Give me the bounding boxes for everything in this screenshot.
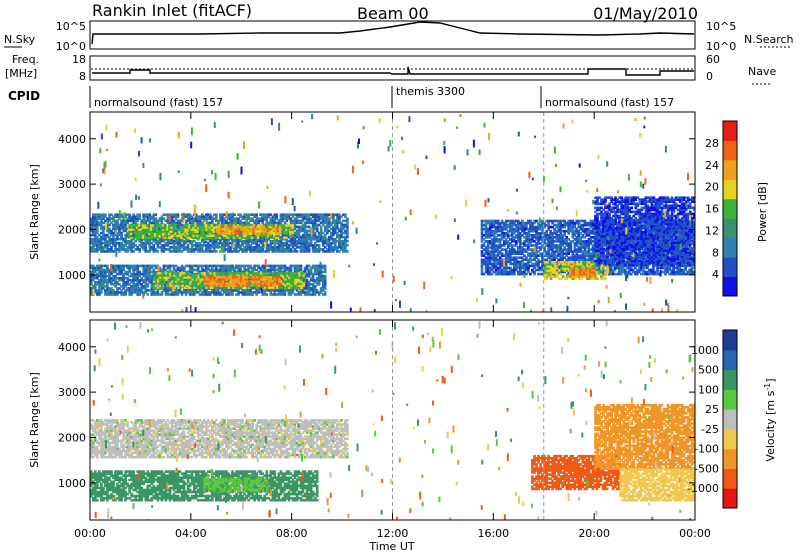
power-cell [346, 250, 349, 253]
power-cell [246, 276, 249, 279]
power-cell [344, 213, 347, 216]
noise-right-tick-top: 10^5 [706, 20, 736, 33]
freq-label-line2: [MHz] [5, 67, 37, 80]
power-cell [280, 272, 283, 275]
power-cell [318, 244, 321, 247]
noise-right-tick-bottom: 10^0 [706, 40, 736, 53]
freq-label-line1: Freq. [12, 53, 39, 66]
power-cell [346, 217, 349, 220]
power-cell [324, 265, 327, 268]
power-cell [296, 250, 299, 253]
power-cell [255, 213, 258, 216]
freq-tick-top: 18 [72, 53, 86, 66]
power-cell [203, 272, 206, 275]
power-heatmap-data [90, 112, 698, 317]
date-label: 01/May/2010 [593, 4, 698, 23]
power-cell [291, 234, 294, 237]
power-cell [215, 213, 218, 216]
power-cell [302, 272, 305, 275]
nave-tick-top: 60 [706, 53, 720, 66]
power-cell [300, 265, 303, 268]
noise-left-tick-bottom: 10^0 [56, 40, 86, 53]
power-cell [302, 282, 305, 285]
freq-tick-bottom: 8 [79, 70, 86, 83]
noise-left-tick-top: 10^5 [56, 20, 86, 33]
power-cell [273, 232, 276, 235]
nave-tick-bottom: 0 [706, 70, 713, 83]
noise-sky-label: N.Sky [4, 33, 36, 46]
power-cell [279, 226, 282, 229]
cpid-segment-1: themis 3300 [396, 85, 465, 98]
power-cell [218, 272, 221, 275]
power-cell [278, 276, 281, 279]
power-cell [272, 272, 275, 275]
power-cell [155, 213, 158, 216]
noise-search-label: N.Search [744, 33, 794, 46]
noise-sky-line [92, 22, 694, 44]
power-cell [104, 213, 107, 216]
plot-title: Rankin Inlet (fitACF) [92, 1, 252, 20]
power-cell [268, 272, 271, 275]
power-cell [177, 213, 180, 216]
power-cell [157, 250, 160, 253]
power-cell [346, 244, 349, 247]
power-cell [138, 213, 141, 216]
power-cell [276, 213, 279, 216]
power-cell [285, 237, 288, 240]
cpid-segment-0: normalsound (fast) 157 [94, 96, 223, 109]
power-cell [346, 240, 349, 243]
cpid-segment-2: normalsound (fast) 157 [545, 96, 674, 109]
power-cell [279, 237, 282, 240]
power-cell [147, 293, 150, 296]
power-cell [106, 265, 109, 268]
power-cell [215, 250, 218, 253]
power-cell [251, 237, 254, 240]
power-cell [324, 291, 327, 294]
power-cell [291, 224, 294, 227]
beam-label: Beam 00 [357, 4, 429, 23]
cpid-label: CPID [8, 89, 40, 103]
freq-panel-frame [90, 56, 695, 80]
power-cell [266, 293, 269, 296]
nave-label: Nave [748, 65, 776, 78]
freq-line [92, 67, 694, 75]
power-cell [324, 275, 327, 278]
power-cell [269, 226, 272, 229]
